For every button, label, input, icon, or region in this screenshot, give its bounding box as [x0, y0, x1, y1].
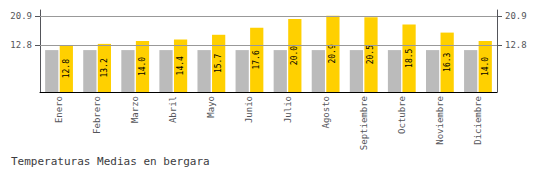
svg-text:Agosto: Agosto: [321, 96, 331, 129]
svg-text:14.4: 14.4: [176, 56, 185, 75]
svg-text:16.3: 16.3: [443, 52, 452, 71]
svg-text:Abril: Abril: [168, 96, 178, 123]
svg-text:20.5: 20.5: [366, 45, 375, 64]
svg-text:Julio: Julio: [283, 96, 293, 123]
svg-text:Mayo: Mayo: [206, 96, 216, 118]
svg-text:20.9: 20.9: [505, 11, 527, 21]
svg-text:12.8: 12.8: [62, 59, 71, 78]
svg-text:Diciembre: Diciembre: [473, 96, 483, 145]
svg-text:15.7: 15.7: [214, 54, 223, 73]
svg-text:Octubre: Octubre: [397, 96, 407, 134]
svg-text:14.0: 14.0: [481, 57, 490, 76]
svg-text:12.8: 12.8: [10, 40, 32, 50]
svg-text:Febrero: Febrero: [92, 96, 102, 134]
svg-text:14.0: 14.0: [138, 57, 147, 76]
svg-text:20.9: 20.9: [10, 11, 32, 21]
svg-text:Junio: Junio: [244, 96, 254, 123]
svg-text:17.6: 17.6: [252, 50, 261, 69]
svg-text:Enero: Enero: [54, 96, 64, 123]
svg-text:Marzo: Marzo: [130, 96, 140, 123]
svg-text:20.0: 20.0: [290, 46, 299, 65]
svg-text:Septiembre: Septiembre: [359, 96, 369, 150]
svg-text:Temperaturas Medias en bergara: Temperaturas Medias en bergara: [11, 155, 210, 168]
svg-text:12.8: 12.8: [505, 40, 527, 50]
svg-text:13.2: 13.2: [100, 58, 109, 77]
svg-text:18.5: 18.5: [405, 48, 414, 67]
svg-text:Noviembre: Noviembre: [435, 96, 445, 145]
svg-text:20.9: 20.9: [328, 44, 337, 63]
